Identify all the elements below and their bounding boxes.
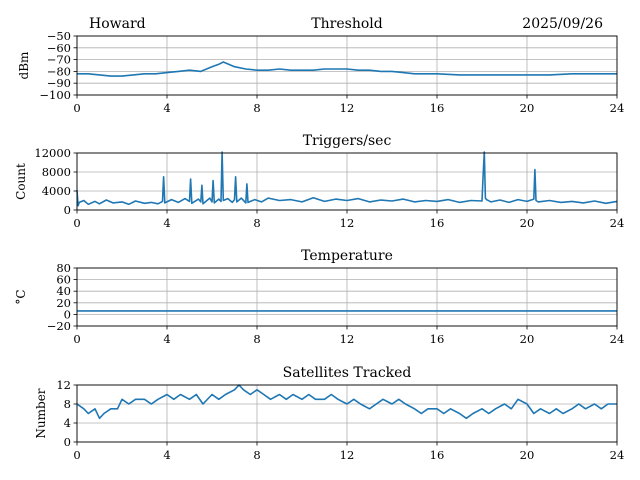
y-tick-label: 4: [64, 416, 71, 430]
panel-satellites: 0 4 8 12 16 20 24 12 8 4 0 Satellites Tracked Number: [34, 365, 624, 462]
x-tick-label: 4: [163, 448, 170, 462]
x-tick-label: 4: [163, 216, 170, 230]
x-tick-label: 20: [520, 216, 535, 230]
y-tick-label: −70: [47, 53, 71, 67]
chart-title: Threshold: [311, 16, 382, 32]
y-axis-label: Number: [34, 388, 48, 438]
y-tick-label: 8000: [42, 165, 71, 179]
x-tick-label: 8: [253, 332, 260, 346]
series-line-threshold: [77, 61, 617, 77]
x-tick-label: 16: [430, 332, 445, 346]
y-axis-label: Count: [14, 163, 28, 200]
y-tick-label: −100: [39, 88, 71, 102]
panels: 0 4 8 12 16 20 24 −50−60−70−80−90−100 Threshold d…: [14, 16, 624, 462]
y-tick-label: −20: [47, 319, 71, 333]
y-tick-label: 0: [64, 435, 71, 449]
series-line-triggers: [76, 151, 618, 207]
x-tick-label: 4: [163, 332, 170, 346]
y-tick-label: 0: [64, 203, 71, 217]
date-label: 2025/09/26: [522, 16, 603, 32]
y-tick-label: −60: [47, 41, 71, 55]
series-line-satellites: [76, 384, 617, 420]
x-tick-label: 20: [520, 101, 535, 115]
x-tick-label: 16: [430, 101, 445, 115]
chart-title: Triggers/sec: [303, 133, 392, 149]
x-tick-label: 0: [73, 332, 80, 346]
y-tick-label: 4000: [42, 184, 71, 198]
x-tick-label: 0: [73, 216, 80, 230]
x-tick-label: 8: [253, 101, 260, 115]
x-tick-label: 20: [520, 332, 535, 346]
x-tick-label: 0: [73, 101, 80, 115]
y-tick-label: 0: [64, 307, 71, 321]
y-tick-label: −50: [47, 29, 71, 43]
x-tick-label: 20: [520, 448, 535, 462]
x-tick-label: 12: [340, 216, 355, 230]
y-tick-label: 8: [64, 397, 71, 411]
x-tick-label: 12: [340, 332, 355, 346]
chart-title: Temperature: [301, 248, 393, 264]
y-tick-label: 80: [56, 261, 71, 275]
station-name: Howard: [89, 16, 146, 32]
x-tick-label: 16: [430, 216, 445, 230]
x-tick-label: 12: [340, 101, 355, 115]
chart-title: Satellites Tracked: [283, 365, 412, 381]
x-tick-label: 8: [253, 216, 260, 230]
x-tick-label: 24: [610, 216, 625, 230]
y-tick-label: −80: [47, 64, 71, 78]
y-tick-label: −90: [47, 76, 71, 90]
y-tick-label: 20: [56, 296, 71, 310]
y-tick-label: 60: [56, 273, 71, 287]
y-tick-label: 40: [56, 284, 71, 298]
y-tick-label: 12000: [34, 146, 71, 160]
y-axis-label: dBm: [17, 51, 31, 80]
x-tick-label: 4: [163, 101, 170, 115]
panel-threshold: 0 4 8 12 16 20 24 −50−60−70−80−90−100 Threshold d…: [17, 16, 624, 115]
x-tick-label: 24: [610, 332, 625, 346]
y-tick-label: 12: [56, 378, 71, 392]
y-axis-label: °C: [14, 289, 28, 304]
panel-triggers: 0 4 8 12 16 20 24 0 4000 8000 12000 Triggers/sec Cou…: [14, 133, 624, 230]
x-tick-label: 24: [610, 101, 625, 115]
x-tick-label: 24: [610, 448, 625, 462]
x-tick-label: 12: [340, 448, 355, 462]
x-tick-label: 16: [430, 448, 445, 462]
x-tick-label: 0: [73, 448, 80, 462]
x-tick-label: 8: [253, 448, 260, 462]
